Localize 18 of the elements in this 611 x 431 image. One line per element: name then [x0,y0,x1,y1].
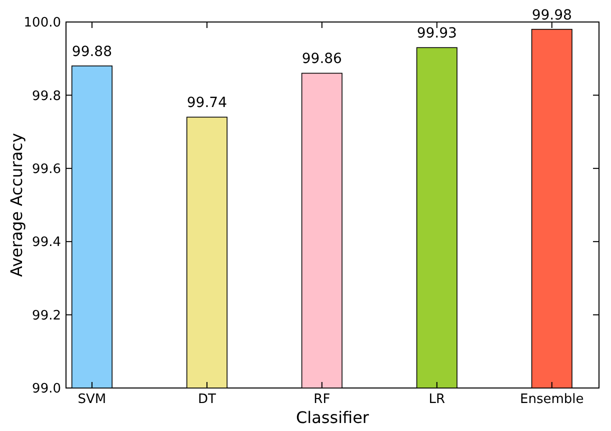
y-tick-label: 99.6 [32,162,61,177]
data-label: 99.74 [186,95,228,112]
y-tick-label: 100.0 [24,16,61,31]
x-tick-label: DT [198,392,216,407]
data-label: 99.86 [302,51,342,68]
y-tick-label: 99.0 [32,382,61,397]
x-axis-title: Classifier [296,408,370,427]
y-tick-label: 99.4 [32,235,61,250]
x-tick-label: RF [314,392,330,407]
x-tick-label: SVM [78,392,106,407]
y-tick-label: 99.8 [32,88,61,104]
y-axis-title: Average Accuracy [7,133,26,277]
y-tick-label: 99.2 [32,308,61,324]
x-tick-label: Ensemble [520,392,584,407]
x-tick-label: LR [428,392,446,407]
data-label: 99.93 [416,26,457,42]
data-label: 99.88 [72,44,112,60]
data-label: 99.98 [532,7,572,24]
